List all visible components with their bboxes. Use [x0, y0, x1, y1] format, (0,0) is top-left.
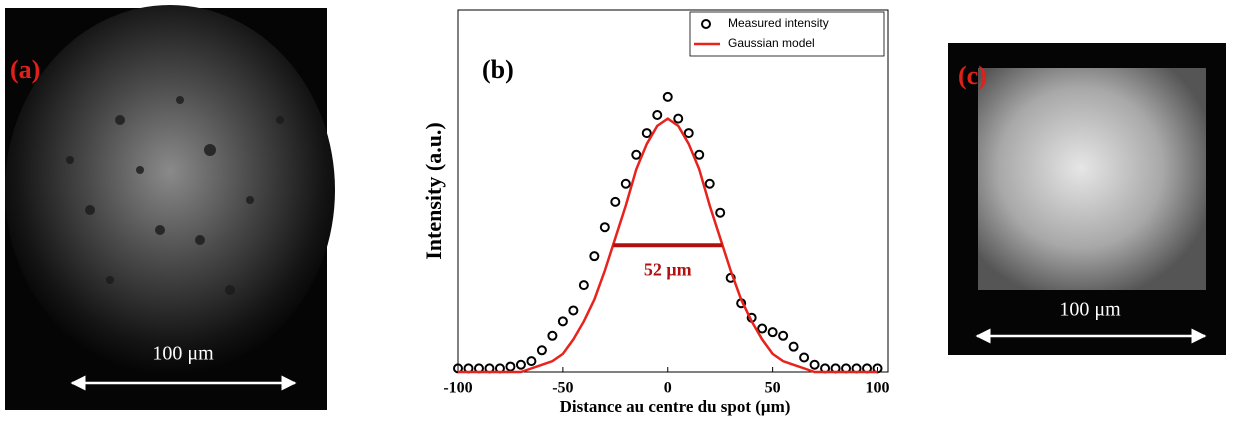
model-line [458, 117, 878, 374]
y-axis-label: Intensity (a.u.) [421, 122, 446, 260]
data-point [547, 330, 558, 341]
image-c: (c) 100 μm [948, 43, 1226, 355]
x-tick-label: -50 [552, 380, 573, 397]
x-axis-label: Distance au centre du spot (μm) [560, 397, 791, 416]
data-point [809, 359, 820, 370]
panel-label: (c) [958, 61, 987, 90]
scale-label: 100 μm [1059, 299, 1121, 321]
legend-box [689, 11, 885, 57]
panel-label: (b) [482, 55, 514, 84]
x-tick-label: 0 [664, 380, 672, 397]
data-point [757, 323, 768, 334]
chart: (b) Distance au centre du spot (μm) Inte… [421, 9, 890, 416]
data-point [641, 128, 652, 139]
data-point [673, 113, 684, 124]
fwhm-label: 52 μm [644, 259, 692, 279]
data-point [589, 251, 600, 262]
scale-label: 100 μm [152, 343, 214, 365]
panel-label: (a) [10, 55, 40, 84]
plot-frame [457, 9, 889, 373]
image-a: (a) 100 μm [5, 5, 335, 410]
data-point [778, 330, 789, 341]
legend-label: Measured intensity [728, 16, 829, 30]
x-tick-label: -100 [443, 380, 472, 397]
data-point [767, 327, 778, 338]
data-point [505, 361, 516, 372]
data-point [652, 109, 663, 120]
data-point [694, 149, 705, 160]
data-point [515, 359, 526, 370]
legend-marker [701, 19, 711, 29]
legend-label: Gaussian model [728, 36, 815, 50]
data-point [620, 178, 631, 189]
x-tick-label: 50 [765, 380, 781, 397]
data-point [715, 207, 726, 218]
data-point [578, 280, 589, 291]
data-point [557, 316, 568, 327]
data-point [799, 352, 810, 363]
data-point [631, 149, 642, 160]
data-point [599, 222, 610, 233]
data-point [788, 341, 799, 352]
data-point [704, 178, 715, 189]
data-point [683, 128, 694, 139]
x-tick-label: 100 [866, 380, 890, 397]
data-point [610, 196, 621, 207]
data-point [662, 91, 673, 102]
data-point [536, 345, 547, 356]
data-point [526, 356, 537, 367]
data-point [568, 305, 579, 316]
